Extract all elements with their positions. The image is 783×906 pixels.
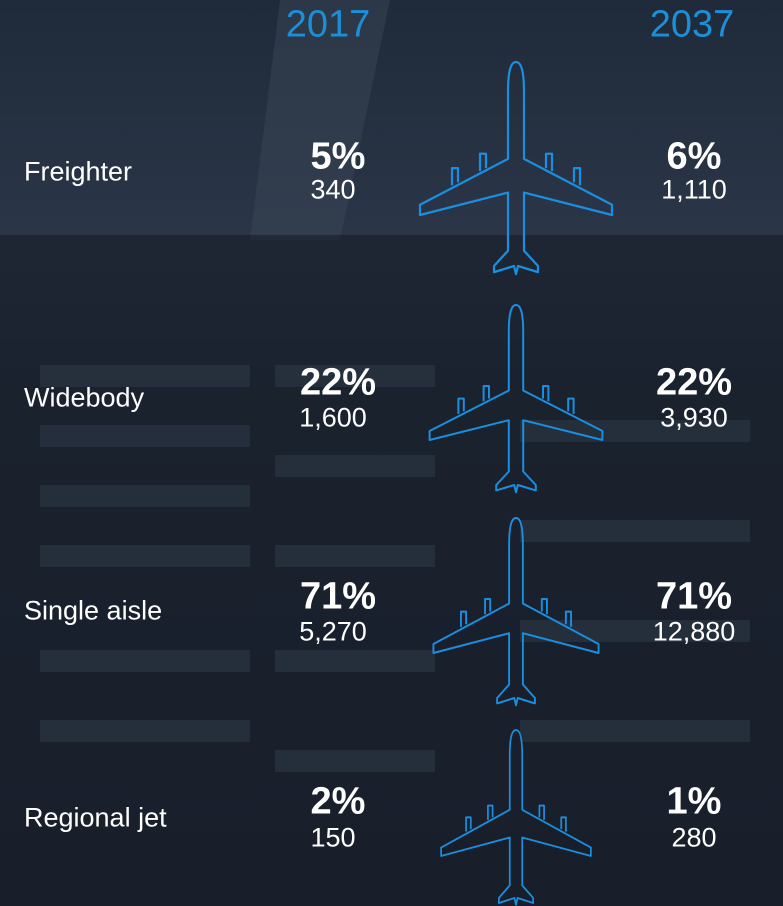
count-from: 1,600 (299, 403, 367, 434)
count-to: 3,930 (660, 403, 728, 434)
share-from: 5% (311, 136, 366, 179)
count-to: 12,880 (653, 617, 736, 648)
share-from: 22% (300, 362, 376, 405)
share-to: 6% (667, 136, 722, 179)
row-label: Widebody (24, 383, 144, 414)
infographic: 2017 2037 Freighter 5%340 6%1,110 Widebody 2… (0, 0, 783, 906)
count-to: 1,110 (661, 175, 727, 206)
share-to: 22% (656, 362, 732, 405)
share-from: 71% (300, 576, 376, 619)
year-from: 2017 (286, 4, 371, 47)
count-to: 280 (671, 823, 716, 854)
row-label: Regional jet (24, 803, 167, 834)
row-label: Single aisle (24, 596, 162, 627)
count-from: 5,270 (299, 617, 367, 648)
count-from: 150 (310, 823, 355, 854)
row-label: Freighter (24, 157, 132, 188)
share-to: 1% (667, 781, 722, 824)
share-from: 2% (311, 781, 366, 824)
year-to: 2037 (650, 4, 735, 47)
count-from: 340 (310, 175, 355, 206)
share-to: 71% (656, 576, 732, 619)
